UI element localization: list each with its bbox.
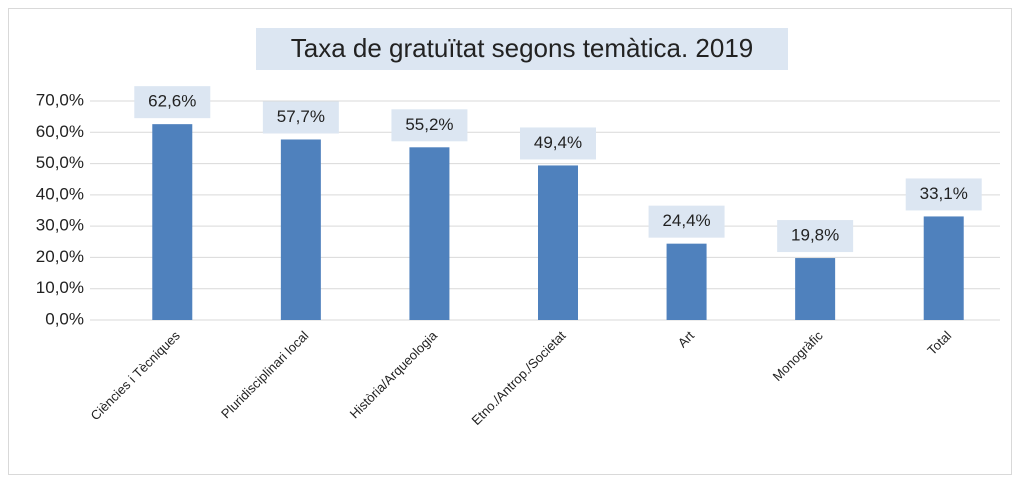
bar [666,243,707,320]
data-label-box [391,109,468,142]
data-label-box [134,86,211,119]
data-label-box [648,205,725,238]
bar [280,139,321,320]
bar [795,258,836,320]
data-label-box [777,220,854,253]
bar [152,124,193,320]
data-label-box [905,178,982,211]
data-label: 33,1% [920,184,968,203]
y-tick-label: 40,0% [36,184,84,203]
bar [409,147,450,320]
title-box [256,28,788,70]
data-label: 24,4% [662,211,710,230]
y-tick-label: 60,0% [36,122,84,141]
y-tick-label: 70,0% [36,90,84,109]
data-label-box [520,127,596,160]
bar [923,216,964,320]
y-tick-label: 30,0% [36,216,84,235]
y-tick-label: 0,0% [45,309,84,328]
y-tick-label: 50,0% [36,153,84,172]
bar [538,165,578,320]
data-label: 49,4% [534,133,582,152]
chart-title: Taxa de gratuïtat segons temàtica. 2019 [291,33,754,63]
data-label: 57,7% [277,107,325,126]
y-tick-label: 10,0% [36,278,84,297]
data-label: 19,8% [791,226,839,245]
data-label: 62,6% [148,92,196,111]
data-label-box [262,101,339,134]
y-tick-label: 20,0% [36,247,84,266]
data-label: 55,2% [405,115,453,134]
